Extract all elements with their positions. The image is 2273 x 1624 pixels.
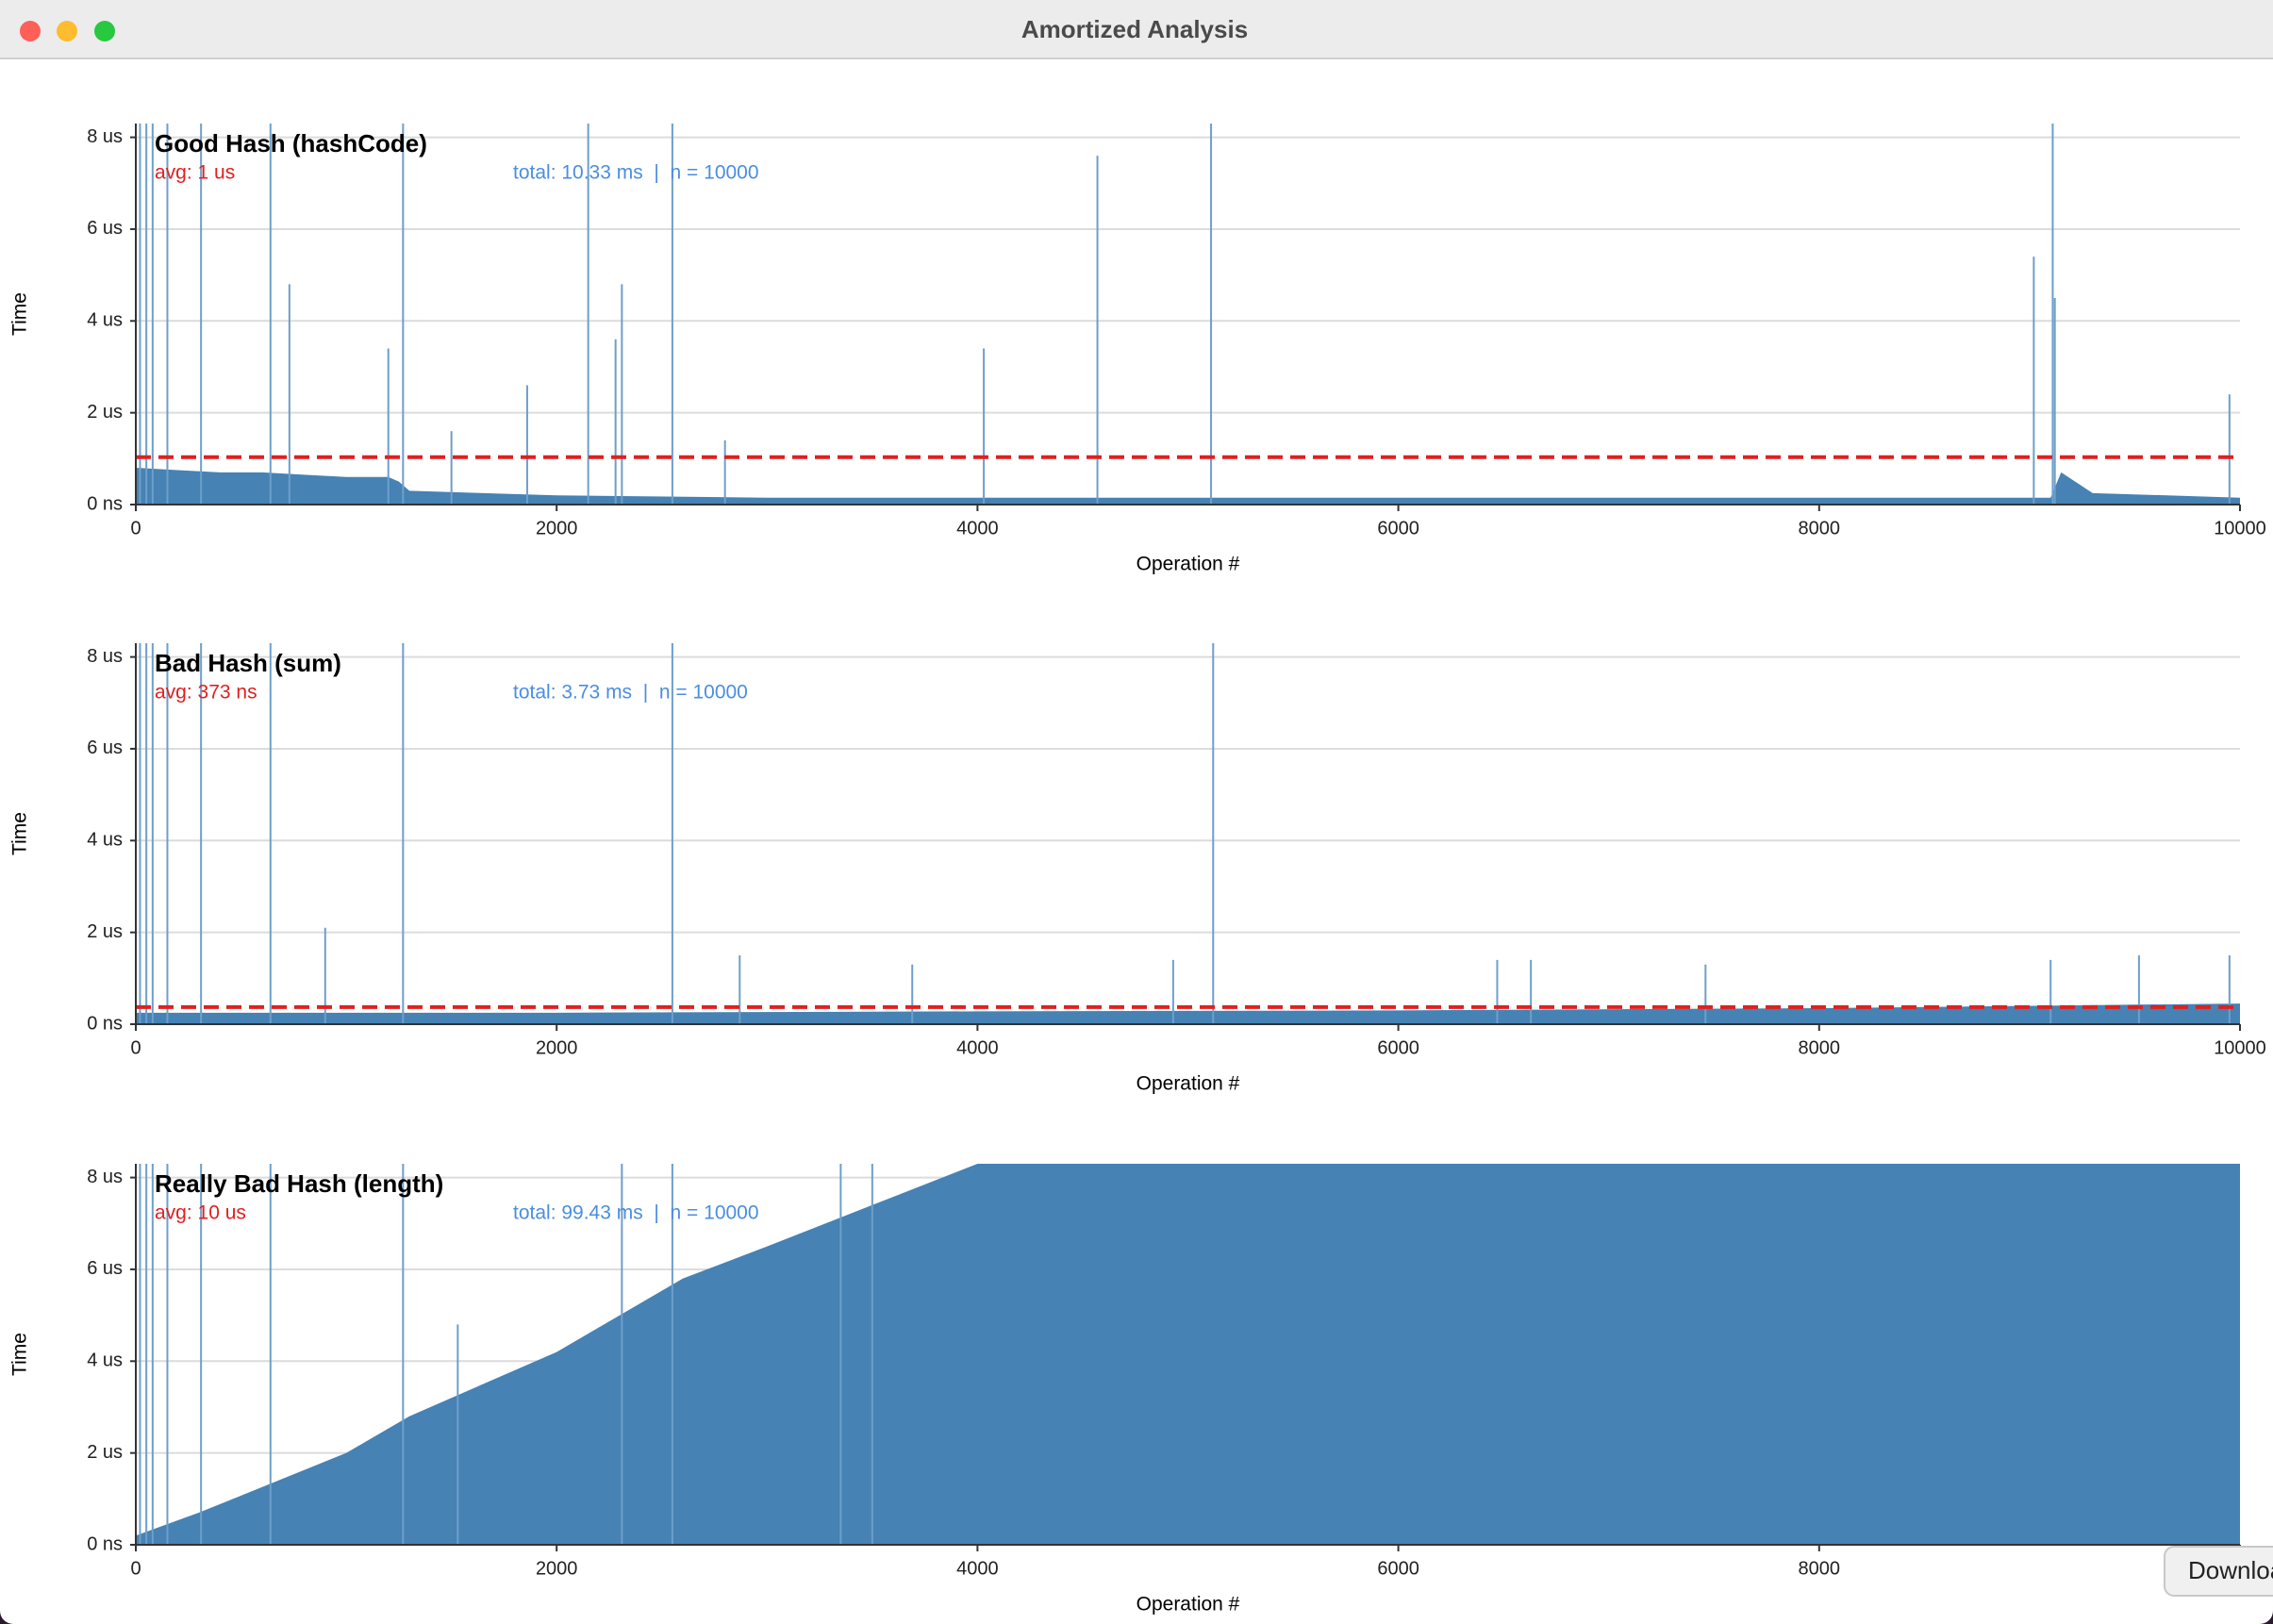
download-button[interactable]: Download (2164, 1546, 2273, 1597)
plot-area (136, 643, 2240, 1024)
download-button-bg[interactable] (2164, 1546, 2273, 1597)
chart: 0 ns2 us4 us6 us8 us02000400060008000100… (9, 1164, 2266, 1616)
x-tick-label: 4000 (956, 1558, 999, 1579)
x-tick-label: 8000 (1799, 1037, 1841, 1058)
y-tick-label: 8 us (87, 1167, 123, 1187)
chart-title: Really Bad Hash (length) (155, 1169, 443, 1198)
x-tick-label: 2000 (536, 1037, 578, 1058)
x-tick-label: 6000 (1377, 1558, 1419, 1579)
x-axis-label: Operation # (1136, 1594, 1240, 1616)
y-tick-label: 0 ns (87, 1533, 123, 1554)
x-tick-label: 8000 (1799, 518, 1841, 539)
plot-area (136, 124, 2240, 505)
minimize-button[interactable] (57, 21, 77, 41)
x-tick-label: 6000 (1377, 1037, 1419, 1058)
y-tick-label: 6 us (87, 737, 123, 758)
total-label: total: 3.73 ms | n = 10000 (513, 682, 748, 704)
y-tick-label: 0 ns (87, 493, 123, 514)
x-tick-label: 2000 (536, 518, 578, 539)
y-tick-label: 0 ns (87, 1013, 123, 1034)
time-area (136, 1164, 2240, 1545)
x-tick-label: 0 (130, 1037, 141, 1058)
x-axis-label: Operation # (1136, 1073, 1240, 1095)
time-area (136, 1003, 2240, 1024)
y-axis-label: Time (9, 812, 31, 855)
total-label: total: 10.33 ms | n = 10000 (513, 162, 759, 184)
close-button[interactable] (20, 21, 41, 41)
y-tick-label: 4 us (87, 1351, 123, 1371)
plot-area (136, 1164, 2240, 1545)
y-tick-label: 2 us (87, 921, 123, 942)
window-title: Amortized Analysis (1021, 15, 1248, 43)
avg-label: avg: 1 us (155, 162, 235, 184)
time-area (136, 468, 2240, 505)
y-tick-label: 4 us (87, 830, 123, 851)
y-tick-label: 2 us (87, 1442, 123, 1463)
x-tick-label: 0 (130, 1558, 141, 1579)
title-bar (0, 0, 2273, 58)
y-tick-label: 2 us (87, 402, 123, 423)
avg-label: avg: 10 us (155, 1202, 246, 1224)
x-tick-label: 2000 (536, 1558, 578, 1579)
y-tick-label: 6 us (87, 218, 123, 239)
chart: 0 ns 2 us 4 us 6 us 8 us 0 2000 4000 6000 8000 100… (9, 124, 2266, 575)
avg-label: avg: 373 ns (155, 682, 257, 704)
x-tick-label: 6000 (1377, 518, 1419, 539)
chart-title: Good Hash (hashCode) (155, 129, 427, 157)
x-tick-label: 0 (130, 518, 141, 539)
x-tick-label: 10000 (2214, 518, 2266, 539)
y-tick-label: 4 us (87, 310, 123, 331)
x-tick-label: 4000 (956, 1037, 999, 1058)
y-tick-label: 6 us (87, 1258, 123, 1279)
chart: 0 ns 2 us 4 us 6 us 8 us 0 2000 4000 6000 8000 100… (9, 643, 2266, 1095)
y-axis-label: Time (9, 292, 31, 336)
zoom-button[interactable] (94, 21, 115, 41)
x-tick-label: 8000 (1799, 1558, 1841, 1579)
y-tick-label: 8 us (87, 646, 123, 667)
download-button-label[interactable]: Download (2188, 1556, 2273, 1584)
total-label: total: 99.43 ms | n = 10000 (513, 1202, 759, 1224)
chart-title: Bad Hash (sum) (155, 649, 341, 677)
x-tick-label: 10000 (2214, 1037, 2266, 1058)
x-tick-label: 4000 (956, 518, 999, 539)
y-tick-label: 8 us (87, 126, 123, 147)
x-axis-label: Operation # (1136, 554, 1240, 575)
y-axis-label: Time (9, 1333, 31, 1376)
